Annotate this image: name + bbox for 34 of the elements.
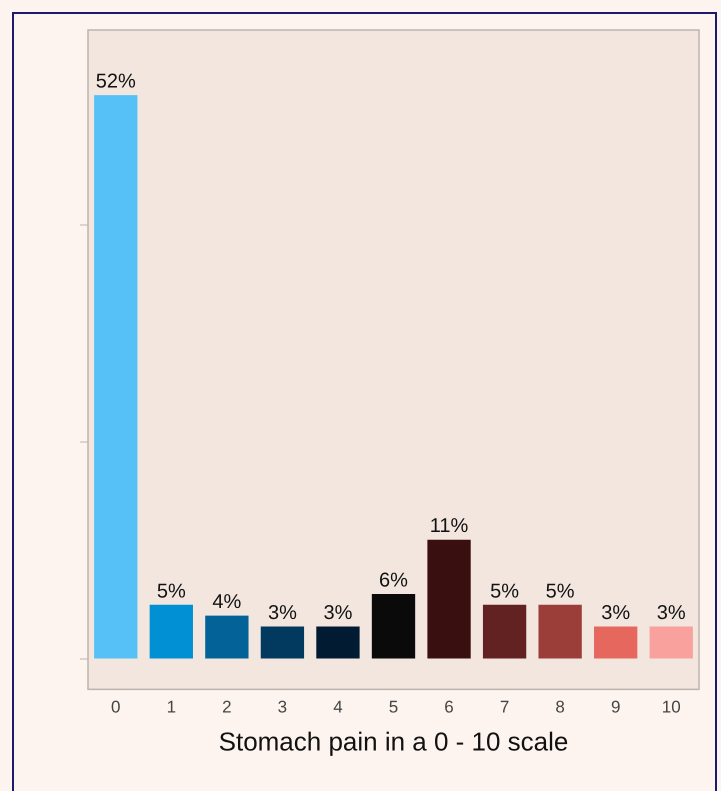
- x-tick-label: 1: [166, 697, 176, 716]
- x-tick-label: 9: [610, 697, 620, 716]
- x-tick-label: 6: [444, 697, 454, 716]
- bar: [650, 626, 693, 659]
- data-label: 11%: [430, 515, 469, 538]
- x-tick-label: 8: [555, 697, 565, 716]
- bar: [150, 604, 193, 659]
- data-label: 5%: [156, 580, 186, 602]
- data-label: 3%: [268, 602, 298, 624]
- bar: [427, 540, 471, 659]
- x-tick-label: 0: [111, 697, 121, 716]
- bar: [372, 594, 416, 659]
- bar: [94, 95, 138, 659]
- x-tick-label: 4: [333, 697, 343, 716]
- x-axis-title: Stomach pain in a 0 - 10 scale: [218, 726, 568, 757]
- bar: [316, 626, 360, 659]
- data-label: 3%: [324, 602, 353, 624]
- data-label: 52%: [96, 70, 136, 93]
- x-tick-label: 3: [278, 697, 288, 716]
- bar: [594, 626, 638, 659]
- bar: [482, 604, 526, 659]
- data-label: 4%: [212, 591, 242, 614]
- x-tick-label: 10: [662, 697, 681, 716]
- data-label: 5%: [546, 580, 575, 602]
- data-label: 3%: [656, 602, 686, 624]
- bar: [538, 604, 582, 659]
- x-tick-label: 2: [222, 697, 232, 716]
- bar: [205, 616, 249, 659]
- x-tick-label: 5: [388, 697, 398, 716]
- data-label: 6%: [379, 569, 408, 592]
- data-label: 5%: [490, 580, 520, 602]
- data-label: 3%: [601, 602, 630, 624]
- bar: [260, 626, 304, 659]
- x-tick-label: 7: [500, 697, 510, 716]
